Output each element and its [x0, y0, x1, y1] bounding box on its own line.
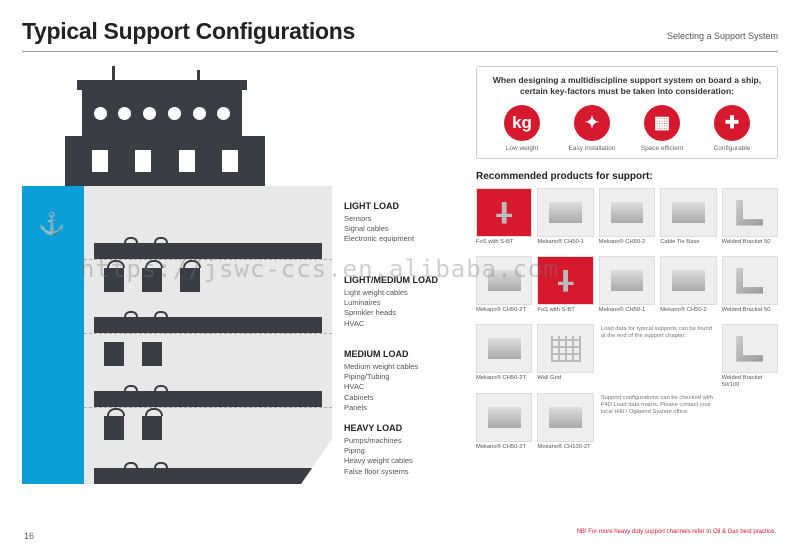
- product-cell: Mekano® CH50-2T: [476, 393, 532, 456]
- deck-light-medium-load: [84, 260, 332, 334]
- key-factors-box: When designing a multidiscipline support…: [476, 66, 778, 159]
- product-cell: FoS with S-BT: [476, 188, 532, 251]
- product-name: Mekano® CH100-2T: [537, 444, 593, 456]
- product-thumb: [476, 393, 532, 442]
- product-thumb: [660, 188, 716, 237]
- page-header: Typical Support Configurations Selecting…: [22, 18, 778, 52]
- factor-icon-3: ✚ Configurable: [702, 105, 762, 152]
- ship-illustration: ⚓: [22, 66, 332, 496]
- product-name: Mekano® CH50-2T: [476, 375, 532, 387]
- factor-icon-label: Space efficient: [632, 145, 692, 152]
- product-cell: Mekano® CH50-2T: [476, 256, 532, 319]
- factor-icon-label: Configurable: [702, 145, 762, 152]
- footer-note: NB! For more heavy duty support channels…: [577, 529, 776, 535]
- product-name: Mekano® CH50-2: [599, 239, 655, 251]
- product-name: FoS with S-BT: [537, 307, 593, 319]
- factor-icon-2: ▦ Space efficient: [632, 105, 692, 152]
- product-name: Mekano® CH50-2T: [476, 444, 532, 456]
- product-name: Mekano® CH50-1: [599, 307, 655, 319]
- load-block-heavy: HEAVY LOADPumps/machines Piping Heavy we…: [344, 422, 464, 496]
- page-number: 16: [24, 531, 34, 541]
- load-block-light: LIGHT LOADSensors Signal cables Electron…: [344, 200, 464, 274]
- product-name: Welded Bracket 50: [722, 307, 778, 319]
- factor-icon-label: Low weight: [492, 145, 552, 152]
- factor-icon-circle: ✚: [714, 105, 750, 141]
- factor-icon-circle: kg: [504, 105, 540, 141]
- deck-light-load: [84, 186, 332, 260]
- product-name: Cable Tie Base: [660, 239, 716, 251]
- product-name: Mekano® CH50-2: [660, 307, 716, 319]
- product-note: Load data for typical supports can be fo…: [599, 324, 717, 342]
- deck-medium-load: [84, 334, 332, 408]
- product-cell: Support configurations can be checked wi…: [599, 393, 717, 456]
- product-grid: FoS with S-BT Mekano® CH50-1 Mekano® CH50-…: [476, 188, 778, 456]
- product-thumb: [476, 256, 532, 305]
- load-block-light-medium: LIGHT/MEDIUM LOADLight weight cables Lum…: [344, 274, 464, 348]
- product-cell: Mekano® CH50-1: [537, 188, 593, 251]
- product-cell: Mekano® CH50-2: [599, 188, 655, 251]
- product-thumb: [722, 256, 778, 305]
- product-thumb: [476, 324, 532, 373]
- product-cell: Mekano® CH50-1: [599, 256, 655, 319]
- load-categories: LIGHT LOADSensors Signal cables Electron…: [344, 66, 464, 496]
- product-thumb: [722, 188, 778, 237]
- product-cell: Wall Grid: [537, 324, 593, 388]
- product-note: Support configurations can be checked wi…: [599, 393, 717, 419]
- product-cell: Mekano® CH50-2: [660, 256, 716, 319]
- product-thumb: [660, 256, 716, 305]
- deck-heavy-load: [84, 408, 332, 484]
- recommended-heading: Recommended products for support:: [476, 171, 778, 182]
- product-name: Wall Grid: [537, 375, 593, 387]
- product-thumb: [599, 188, 655, 237]
- product-cell: FoS with S-BT: [537, 256, 593, 319]
- product-thumb: [537, 188, 593, 237]
- page-subtitle: Selecting a Support System: [667, 31, 778, 41]
- product-cell: Mekano® CH50-2T: [476, 324, 532, 388]
- product-cell: Welded Bracket 50/100: [722, 324, 778, 388]
- ship-bridge: [82, 90, 242, 136]
- product-thumb: [537, 393, 593, 442]
- anchor-icon: ⚓: [36, 208, 68, 240]
- factor-icon-0: kg Low weight: [492, 105, 552, 152]
- product-thumb: [722, 324, 778, 373]
- product-name: Welded Bracket 50: [722, 239, 778, 251]
- product-name: Mekano® CH50-2T: [476, 307, 532, 319]
- ship-upper-deck: [65, 136, 265, 186]
- product-cell: Welded Bracket 50: [722, 256, 778, 319]
- factor-icon-circle: ▦: [644, 105, 680, 141]
- load-block-medium: MEDIUM LOADMedium weight cables Piping/T…: [344, 348, 464, 422]
- product-cell: Mekano® CH100-2T: [537, 393, 593, 456]
- product-name: Mekano® CH50-1: [537, 239, 593, 251]
- factor-icon-circle: ✦: [574, 105, 610, 141]
- factor-icon-1: ✦ Easy installation: [562, 105, 622, 152]
- product-name: FoS with S-BT: [476, 239, 532, 251]
- product-thumb: [537, 324, 593, 373]
- key-factors-text: When designing a multidiscipline support…: [487, 75, 767, 97]
- factor-icon-label: Easy installation: [562, 145, 622, 152]
- product-thumb: [476, 188, 532, 237]
- product-cell: Load data for typical supports can be fo…: [599, 324, 717, 388]
- product-thumb: [537, 256, 593, 305]
- product-cell: Welded Bracket 50: [722, 188, 778, 251]
- page-title: Typical Support Configurations: [22, 18, 355, 45]
- product-thumb: [599, 256, 655, 305]
- product-cell: Cable Tie Base: [660, 188, 716, 251]
- product-name: Welded Bracket 50/100: [722, 375, 778, 388]
